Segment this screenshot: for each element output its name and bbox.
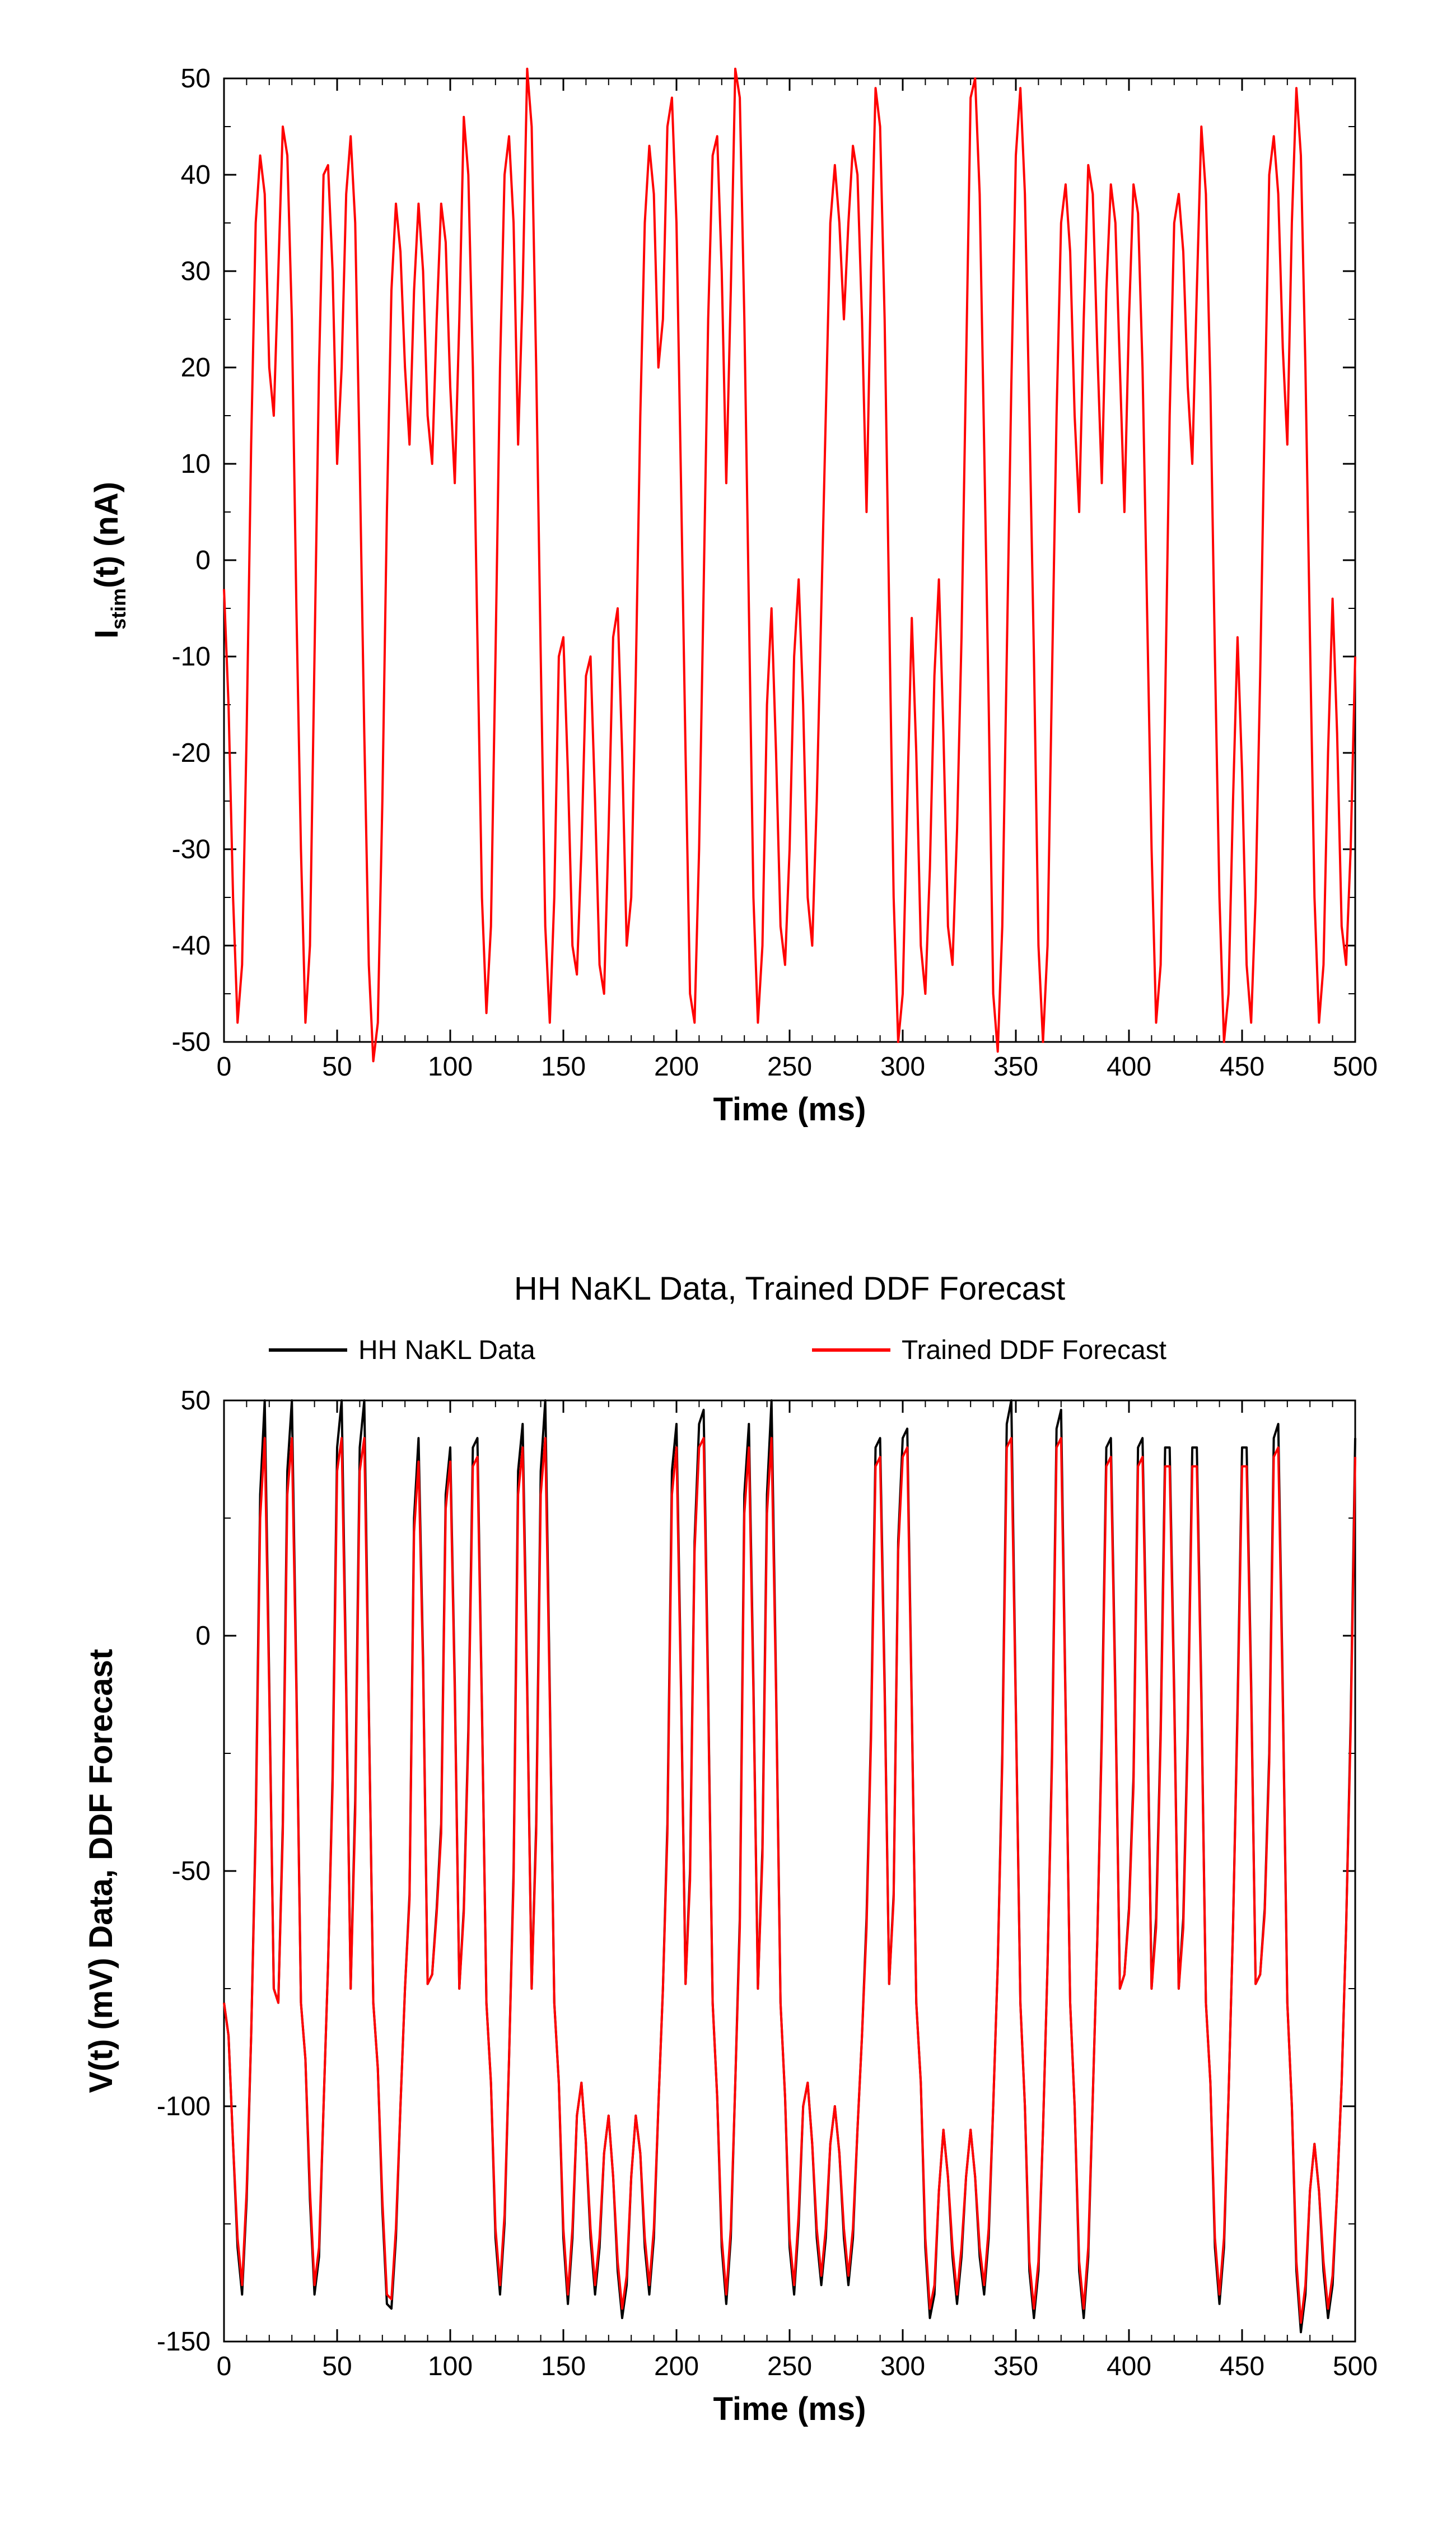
x-tick-label: 450 — [1220, 2352, 1264, 2381]
x-tick-label: 350 — [993, 1052, 1038, 1082]
x-tick-label: 0 — [217, 1052, 232, 1082]
x-tick-label: 200 — [654, 1052, 699, 1082]
legend-label: HH NaKL Data — [358, 1335, 535, 1365]
x-tick-label: 250 — [767, 2352, 812, 2381]
y-tick-label: 50 — [181, 64, 211, 94]
plot-frame — [224, 78, 1355, 1042]
x-tick-label: 350 — [993, 2352, 1038, 2381]
y-tick-label: -50 — [172, 1027, 211, 1057]
x-tick-label: 0 — [217, 2352, 232, 2381]
x-tick-label: 500 — [1333, 1052, 1378, 1082]
x-tick-label: 300 — [880, 2352, 925, 2381]
y-axis-title: Istim(t) (nA) — [88, 482, 130, 639]
y-tick-label: 40 — [181, 160, 211, 190]
x-tick-label: 300 — [880, 1052, 925, 1082]
y-tick-label: 10 — [181, 449, 211, 479]
x-tick-label: 100 — [428, 1052, 473, 1082]
bottom-chart-svg: HH NaKL Data, Trained DDF Forecast 0 50 100… — [67, 1255, 1389, 2487]
x-tick-label: 450 — [1220, 1052, 1264, 1082]
top-chart-svg: 050100150200250300350400450500-50-40-30-… — [67, 45, 1389, 1188]
y-tick-label: 50 — [181, 1386, 211, 1416]
x-tick-label: 400 — [1107, 2352, 1151, 2381]
chart-title: HH NaKL Data, Trained DDF Forecast — [514, 1270, 1065, 1307]
x-tick-label: 250 — [767, 1052, 812, 1082]
x-tick-label: 500 — [1333, 2352, 1378, 2381]
page-root: 050100150200250300350400450500-50-40-30-… — [0, 0, 1456, 2532]
y-axis-title: V(t) (mV) Data, DDF Forecast — [83, 1649, 119, 2093]
y-tick-label: 20 — [181, 353, 211, 383]
y-tick-label: -40 — [172, 931, 211, 961]
y-tick-label: -20 — [172, 738, 211, 768]
y-tick-label: 30 — [181, 257, 211, 286]
y-tick-label: -10 — [172, 642, 211, 672]
y-tick-label: -50 — [172, 1856, 211, 1886]
y-tick-label: 0 — [195, 1621, 211, 1651]
bottom-chart-panel: HH NaKL Data, Trained DDF Forecast 0 50 100… — [67, 1255, 1389, 2487]
legend-label: Trained DDF Forecast — [902, 1335, 1166, 1365]
y-tick-label: -30 — [172, 835, 211, 864]
x-tick-label: 400 — [1107, 1052, 1151, 1082]
x-tick-label: 50 — [322, 1052, 352, 1082]
y-tick-label: -100 — [157, 2092, 211, 2121]
y-tick-label: 0 — [195, 546, 211, 575]
x-tick-label: 150 — [541, 1052, 586, 1082]
x-tick-label: 200 — [654, 2352, 699, 2381]
x-axis-title: Time (ms) — [713, 1091, 866, 1128]
y-tick-label: -150 — [157, 2327, 211, 2357]
x-tick-label: 150 — [541, 2352, 586, 2381]
top-chart-panel: 050100150200250300350400450500-50-40-30-… — [67, 45, 1389, 1188]
x-axis-title: Time (ms) — [713, 2391, 866, 2427]
x-tick-label: 50 — [322, 2352, 352, 2381]
x-tick-label: 100 — [428, 2352, 473, 2381]
